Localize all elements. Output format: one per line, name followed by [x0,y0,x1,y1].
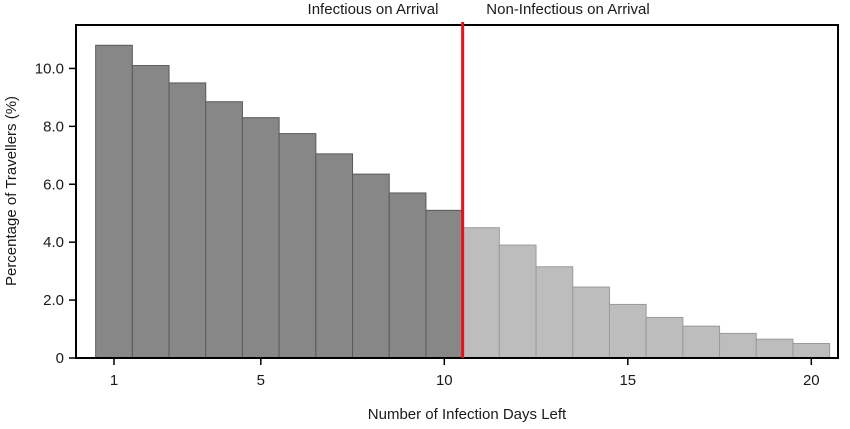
bar-day-20 [792,343,831,359]
bar-day-19 [755,338,794,359]
x-tick-label: 15 [619,372,636,389]
bar-day-5 [241,117,280,359]
x-tick-label: 10 [436,372,453,389]
bar-day-16 [645,316,684,359]
bar-day-12 [498,244,537,359]
x-tick-label: 20 [803,372,820,389]
y-axis-label: Percentage of Travellers (%) [3,96,20,286]
bar-day-6 [278,133,317,359]
bar-day-14 [572,286,610,359]
y-tick-label: 4.0 [43,234,64,251]
y-tick-label: 10.0 [35,60,64,77]
y-axis: 0 2.0 4.0 6.0 8.0 10.0 [35,60,76,367]
bar-day-9 [388,192,427,359]
region-label-non-infectious: Non-Infectious on Arrival [486,1,649,18]
bar-day-3 [168,82,207,359]
region-label-infectious: Infectious on Arrival [308,1,439,18]
y-tick-label: 6.0 [43,176,64,193]
bar-day-2 [131,65,170,359]
bar-day-1 [95,44,133,359]
plot-frame [75,24,839,359]
bar-day-11 [462,227,500,359]
bar-day-17 [682,325,721,359]
bar-day-7 [315,153,354,359]
bar-day-13 [535,266,574,359]
bars [95,44,831,359]
y-tick-label: 8.0 [43,118,64,135]
x-axis: 1 5 10 15 20 [110,358,820,389]
x-axis-label: Number of Infection Days Left [368,406,567,423]
bar-day-15 [608,303,647,359]
y-tick-label: 2.0 [43,292,64,309]
x-tick-label: 5 [257,372,265,389]
bar-day-18 [719,332,757,359]
y-tick-label: 0 [56,350,64,367]
x-tick-label: 1 [110,372,118,389]
bar-day-4 [205,101,243,359]
bar-day-10 [425,209,464,359]
bar-day-8 [352,173,390,359]
